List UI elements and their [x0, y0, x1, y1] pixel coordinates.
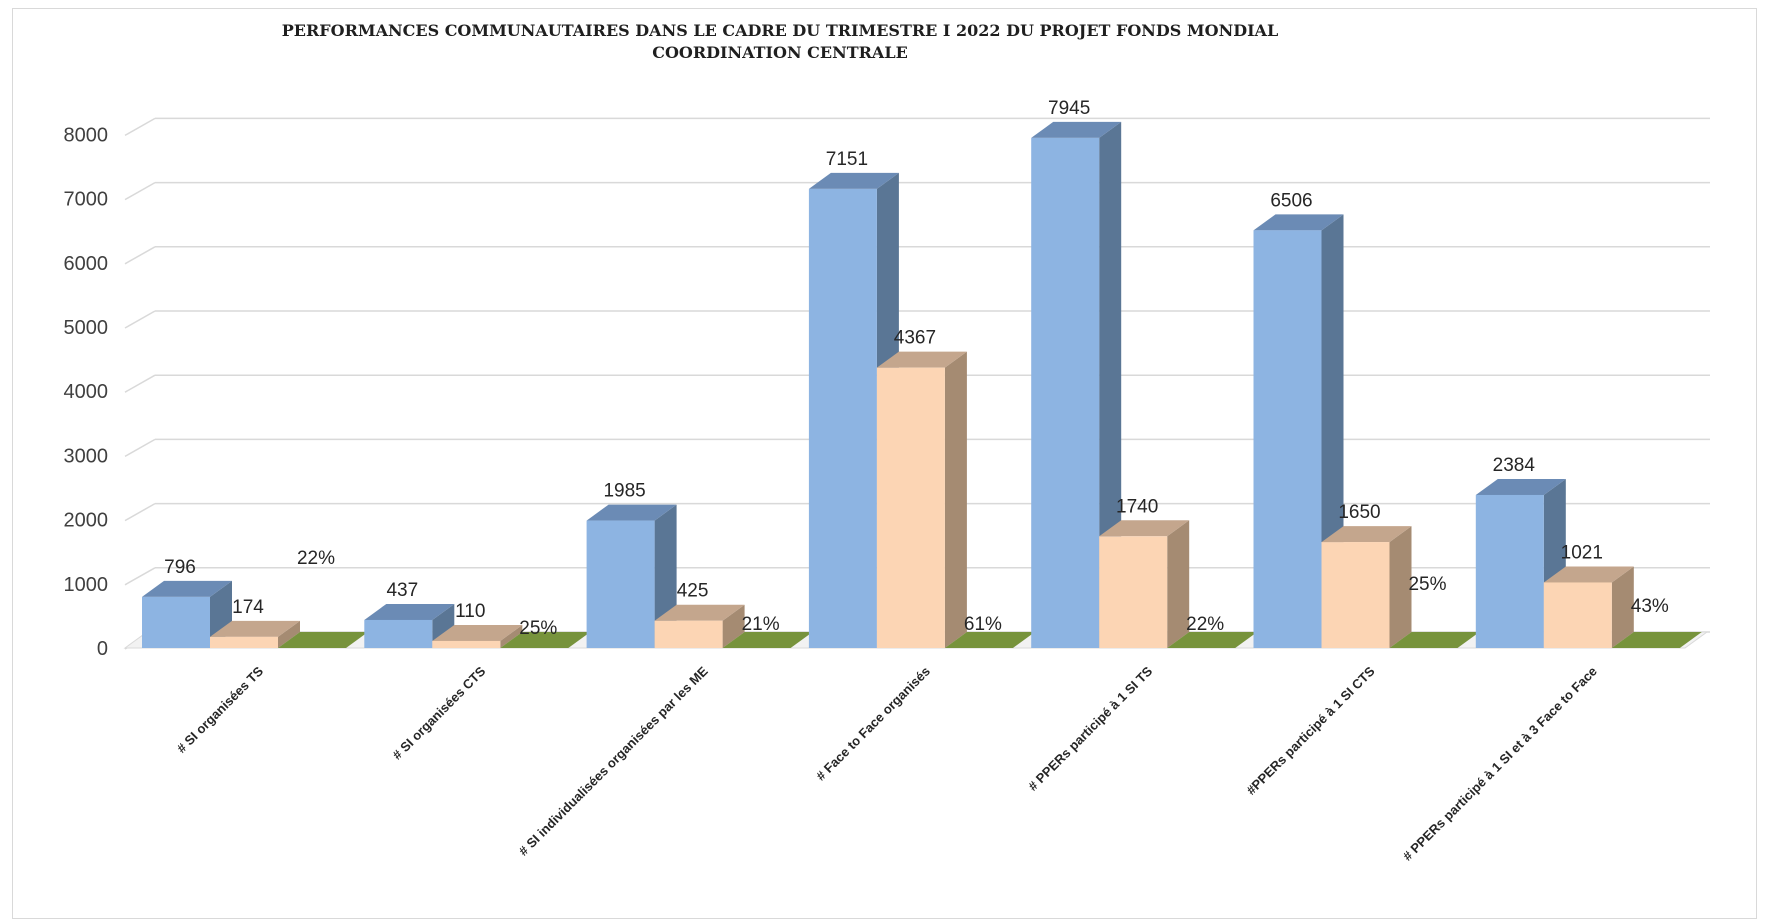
y-tick-label: 5000: [64, 317, 109, 339]
percent-label: 21%: [742, 614, 780, 635]
gridline-slant: [124, 246, 156, 265]
bar-series-1-bar: [586, 504, 677, 648]
category-label: # SI organisées TS: [174, 663, 267, 756]
y-tick-label: 0: [97, 638, 108, 660]
category-label: # PPERs participé à 1 SI et à 3 Face to …: [1400, 664, 1600, 864]
bar-series-3-bar: [278, 632, 368, 648]
percent-label: 22%: [1186, 614, 1224, 635]
percent-label: 22%: [297, 548, 335, 569]
gridline-slant: [124, 374, 156, 393]
percent-label: 61%: [964, 614, 1002, 635]
data-label: 1650: [1338, 502, 1380, 523]
category-label: # SI organisées CTS: [389, 663, 488, 762]
gridline-slant: [124, 117, 156, 137]
data-label: 1021: [1561, 542, 1603, 563]
data-label: 174: [232, 597, 264, 618]
y-tick-label: 2000: [64, 510, 109, 532]
y-tick-label: 7000: [64, 189, 109, 211]
data-label: 6506: [1270, 190, 1312, 211]
data-label: 2384: [1493, 455, 1536, 476]
bar-series-3-bar: [1611, 632, 1702, 648]
y-tick-label: 1000: [64, 574, 109, 596]
bar-series-2-bar: [654, 604, 745, 648]
bar-series-3-bar: [722, 632, 813, 648]
gridline-slant: [124, 502, 156, 522]
data-label: 7151: [826, 149, 868, 170]
y-tick-label: 4000: [64, 381, 109, 403]
bar-series-2-bar: [876, 351, 967, 648]
percent-label: 25%: [1408, 574, 1446, 595]
bar-series-2-bar: [432, 624, 523, 648]
data-label: 1985: [603, 481, 645, 502]
data-label: 796: [164, 557, 196, 578]
bar-series-3-bar: [1389, 632, 1480, 648]
chart-title-line1: PERFORMANCES COMMUNAUTAIRES DANS LE CADR…: [281, 21, 1279, 40]
gridline-slant: [124, 438, 156, 458]
category-label: # PPERs participé à 1 SI TS: [1025, 663, 1155, 793]
data-label: 425: [677, 581, 709, 602]
percent-label: 43%: [1631, 596, 1669, 617]
y-tick-label: 6000: [64, 253, 109, 275]
chart-title-line2: COORDINATION CENTRALE: [652, 43, 908, 62]
bar-series-2-bar: [210, 620, 300, 648]
bar-series-3-bar: [944, 632, 1035, 648]
data-label: 4367: [894, 328, 936, 349]
y-tick-label: 3000: [64, 445, 109, 467]
data-label: 437: [386, 580, 418, 601]
bar-series-1-bar: [1031, 121, 1122, 648]
data-label: 7945: [1048, 98, 1090, 119]
category-label: # Face to Face organisés: [813, 664, 933, 784]
gridline-slant: [124, 181, 156, 201]
bar-series-3-bar: [1167, 632, 1258, 648]
y-tick-label: 8000: [64, 124, 109, 146]
bar-series-3-bar: [500, 632, 591, 648]
bar-series-1-bar: [1475, 478, 1566, 648]
percent-label: 25%: [519, 618, 557, 639]
bar-series-2-bar: [1321, 526, 1412, 648]
data-label: 1740: [1116, 496, 1158, 517]
gridline-slant: [124, 567, 156, 586]
chart-title: PERFORMANCES COMMUNAUTAIRES DANS LE CADR…: [0, 20, 1560, 64]
bar-series-2-bar: [1543, 566, 1634, 648]
data-label: 110: [455, 601, 485, 622]
bar-series-2-bar: [1099, 520, 1190, 648]
category-label: #PPERs participé à 1 SI CTS: [1243, 663, 1377, 797]
category-label: # SI individualisées organisées par les …: [516, 663, 711, 858]
gridline-slant: [124, 310, 156, 329]
